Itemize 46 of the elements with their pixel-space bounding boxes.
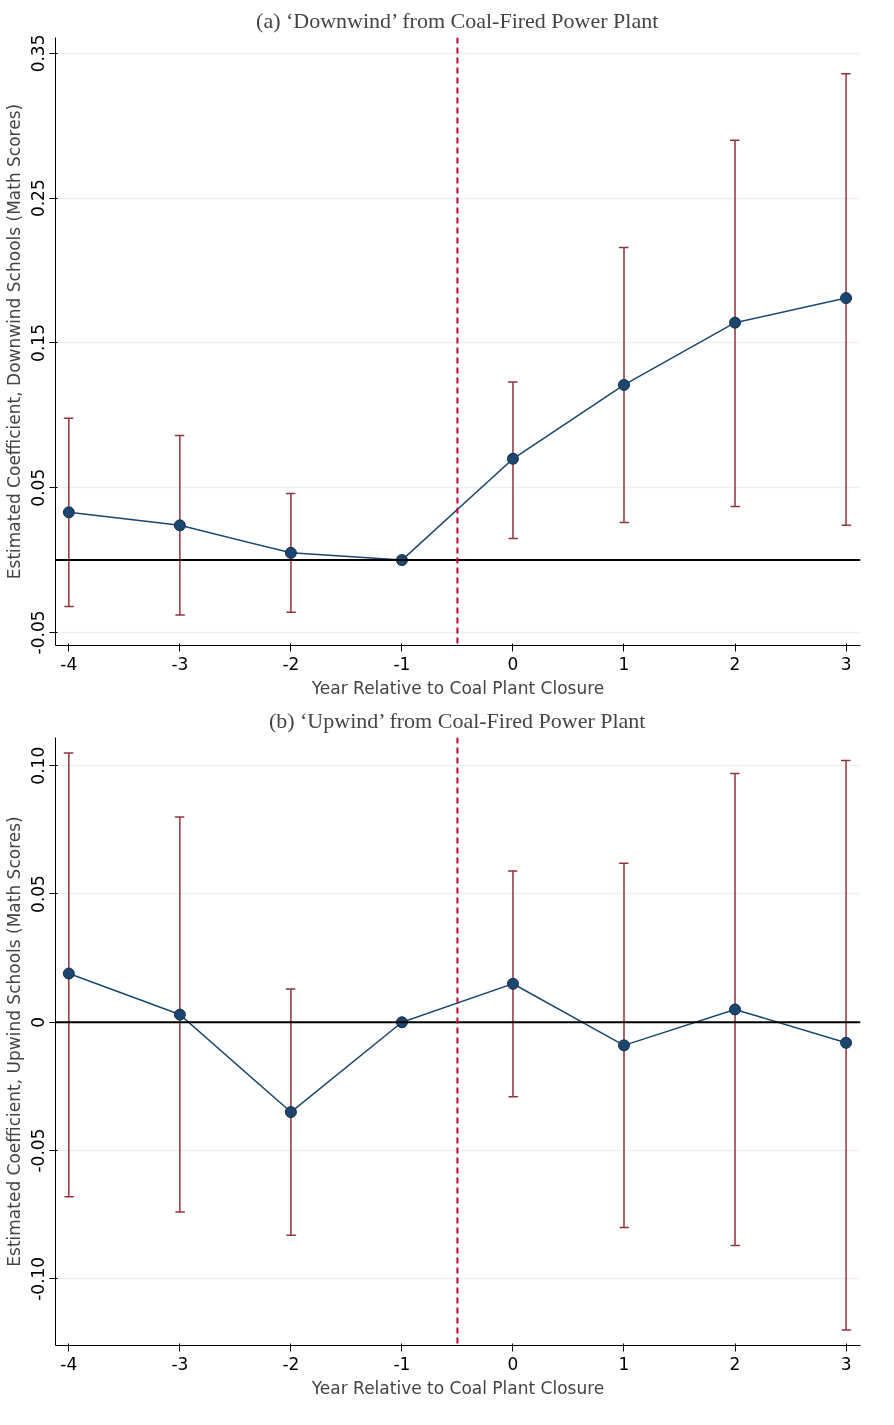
x-tick-label: 2 xyxy=(729,1353,741,1374)
x-tick-label: 1 xyxy=(618,1353,630,1374)
point xyxy=(840,1036,853,1049)
x-tick-label: -1 xyxy=(393,1353,411,1374)
x-tick-label: 2 xyxy=(729,653,741,674)
x-tick-label: -2 xyxy=(282,653,300,674)
y-tick-label: 0.10 xyxy=(28,746,49,785)
point xyxy=(284,1106,297,1119)
y-tick-label: 0.35 xyxy=(28,34,49,73)
y-tick-label: -0.05 xyxy=(28,610,49,655)
point xyxy=(173,519,186,532)
point xyxy=(284,546,297,559)
y-axis-title: Estimated Coefficient, Upwind Schools (Math Scores) xyxy=(3,816,24,1267)
x-axis-title: Year Relative to Coal Plant Closure xyxy=(310,677,605,698)
x-tick-label: 1 xyxy=(618,653,630,674)
point xyxy=(618,378,630,391)
y-tick-label: 0.15 xyxy=(28,324,49,362)
x-tick-label: -2 xyxy=(282,1353,300,1374)
y-tick-label: 0.05 xyxy=(28,875,49,913)
y-tick-label: 0 xyxy=(28,1016,49,1028)
y-tick-label: 0.05 xyxy=(28,468,49,507)
point xyxy=(62,967,75,980)
point xyxy=(173,1008,186,1021)
x-tick-label: -1 xyxy=(393,653,411,674)
x-tick-label: -3 xyxy=(171,653,189,674)
chart-title: (b) ‘Upwind’ from Coal-Fired Power Plant xyxy=(268,707,646,733)
x-tick-label: 0 xyxy=(507,653,519,674)
y-tick-label: 0.25 xyxy=(28,179,49,218)
x-tick-label: -3 xyxy=(171,1353,189,1374)
chart-title: (a) ‘Downwind’ from Coal-Fired Power Plant xyxy=(256,7,659,33)
x-tick-label: -4 xyxy=(60,1353,78,1374)
x-tick-label: 3 xyxy=(840,653,852,674)
y-tick-label: -0.05 xyxy=(28,1128,49,1173)
x-tick-label: -4 xyxy=(60,653,78,674)
y-axis-title: Estimated Coefficient, Downwind Schools (Math Scores) xyxy=(3,103,24,580)
x-tick-label: 3 xyxy=(840,1353,852,1374)
point xyxy=(729,1003,742,1016)
point xyxy=(506,452,519,465)
point xyxy=(506,977,519,990)
point xyxy=(62,506,75,519)
x-tick-label: 0 xyxy=(507,1353,519,1374)
point xyxy=(729,316,742,329)
point xyxy=(618,1039,630,1052)
point xyxy=(840,292,853,305)
y-tick-label: -0.10 xyxy=(28,1256,49,1301)
x-axis-title: Year Relative to Coal Plant Closure xyxy=(310,1377,605,1398)
